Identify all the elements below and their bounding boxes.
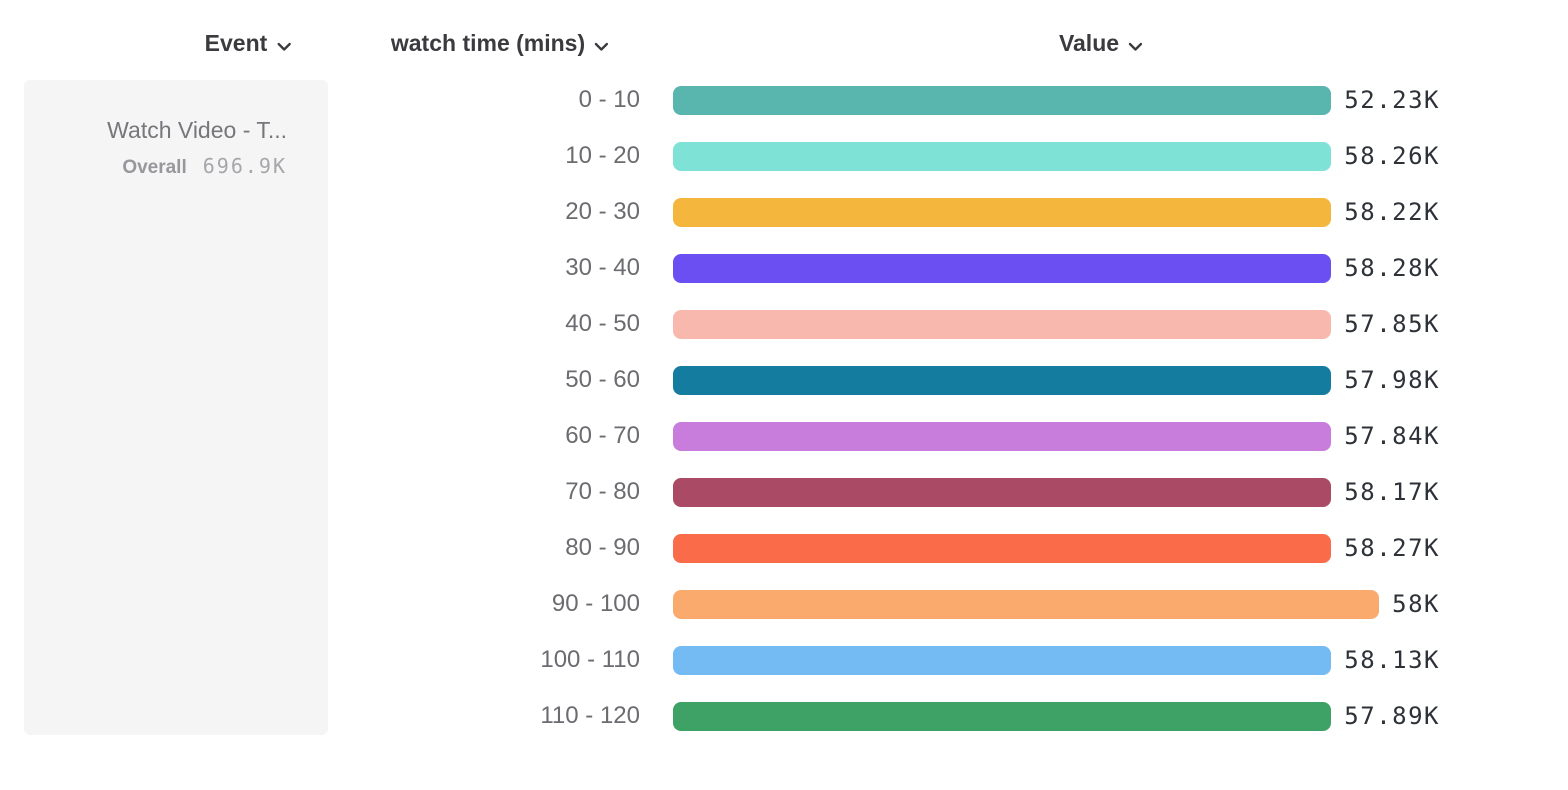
bar-row: 70 - 80 58.17K	[0, 464, 1568, 520]
bar-category-label: 100 - 110	[540, 646, 640, 673]
bar-row: 0 - 10 52.23K	[0, 72, 1568, 128]
bar-value-label: 52.23K	[1344, 86, 1440, 114]
bar-row: 80 - 90 58.27K	[0, 520, 1568, 576]
bar-value-label: 58K	[1392, 590, 1440, 618]
breakdown-column-header[interactable]: watch time (mins)	[391, 28, 609, 58]
bar-value-label: 57.85K	[1344, 310, 1440, 338]
bar-row: 50 - 60 57.98K	[0, 352, 1568, 408]
bar-value-label: 58.28K	[1344, 254, 1440, 282]
bar-value-label: 57.84K	[1344, 422, 1440, 450]
bar-track: 58.17K	[673, 477, 1440, 507]
bar-track: 58.26K	[673, 141, 1440, 171]
chevron-down-icon	[276, 31, 291, 58]
bar-row: 10 - 20 58.26K	[0, 128, 1568, 184]
bar-category-label: 50 - 60	[565, 366, 640, 393]
bar-category-label: 110 - 120	[540, 702, 640, 729]
event-title: Watch Video - T...	[107, 117, 287, 143]
bar[interactable]	[673, 197, 1332, 227]
bar-row: 110 - 120 57.89K	[0, 688, 1568, 744]
bar-category-label: 0 - 10	[578, 86, 640, 113]
bar-track: 57.89K	[673, 701, 1440, 731]
bar-value-label: 57.98K	[1344, 366, 1440, 394]
value-column-label: Value	[1058, 29, 1120, 56]
bar-track: 58.13K	[673, 645, 1440, 675]
bar-track: 57.98K	[673, 365, 1440, 395]
bar[interactable]	[673, 141, 1332, 171]
bar-track: 58.27K	[673, 533, 1440, 563]
bar-value-label: 58.17K	[1344, 478, 1440, 506]
bar-track: 58.22K	[673, 197, 1440, 227]
bar[interactable]	[673, 309, 1332, 339]
event-column-header[interactable]: Event	[205, 28, 292, 58]
bar-row: 100 - 110 58.13K	[0, 632, 1568, 688]
bar-track: 52.23K	[673, 85, 1440, 115]
bar-category-label: 20 - 30	[565, 198, 640, 225]
bar-category-label: 80 - 90	[565, 534, 640, 561]
bar-category-label: 70 - 80	[565, 478, 640, 505]
bar[interactable]	[673, 701, 1332, 731]
bar-track: 57.84K	[673, 421, 1440, 451]
bar[interactable]	[673, 253, 1332, 283]
bar-row: 30 - 40 58.28K	[0, 240, 1568, 296]
chevron-down-icon	[1128, 31, 1143, 58]
bar-value-label: 57.89K	[1344, 702, 1440, 730]
bar-row: 20 - 30 58.22K	[0, 184, 1568, 240]
overall-label: Overall	[122, 156, 187, 178]
breakdown-column-label: watch time (mins)	[390, 29, 586, 56]
bar[interactable]	[673, 365, 1332, 395]
bar-value-label: 58.22K	[1344, 198, 1440, 226]
bar[interactable]	[673, 589, 1380, 619]
bar[interactable]	[673, 477, 1332, 507]
bar-row: 90 - 100 58K	[0, 576, 1568, 632]
bar-category-label: 30 - 40	[565, 254, 640, 281]
bar-value-label: 58.27K	[1344, 534, 1440, 562]
bar-category-label: 40 - 50	[565, 310, 640, 337]
bar-row: 60 - 70 57.84K	[0, 408, 1568, 464]
bar-value-label: 58.26K	[1344, 142, 1440, 170]
bar-track: 58.28K	[673, 253, 1440, 283]
bar-chart: 0 - 10 52.23K 10 - 20 58.26K 20 - 30 58.…	[0, 72, 1568, 744]
event-column-label: Event	[204, 29, 268, 56]
bar-category-label: 10 - 20	[565, 142, 640, 169]
bar-category-label: 90 - 100	[551, 590, 640, 617]
event-card[interactable]: Watch Video - T... Overall 696.9K	[24, 80, 328, 735]
value-column-header[interactable]: Value	[1059, 28, 1143, 58]
bar[interactable]	[673, 533, 1332, 563]
bar-value-label: 58.13K	[1344, 646, 1440, 674]
bar-track: 57.85K	[673, 309, 1440, 339]
bar[interactable]	[673, 645, 1332, 675]
chevron-down-icon	[594, 31, 609, 58]
bar-track: 58K	[673, 589, 1440, 619]
overall-value: 696.9K	[202, 153, 287, 178]
bar-row: 40 - 50 57.85K	[0, 296, 1568, 352]
bar-category-label: 60 - 70	[565, 422, 640, 449]
bar[interactable]	[673, 85, 1332, 115]
bar[interactable]	[673, 421, 1332, 451]
